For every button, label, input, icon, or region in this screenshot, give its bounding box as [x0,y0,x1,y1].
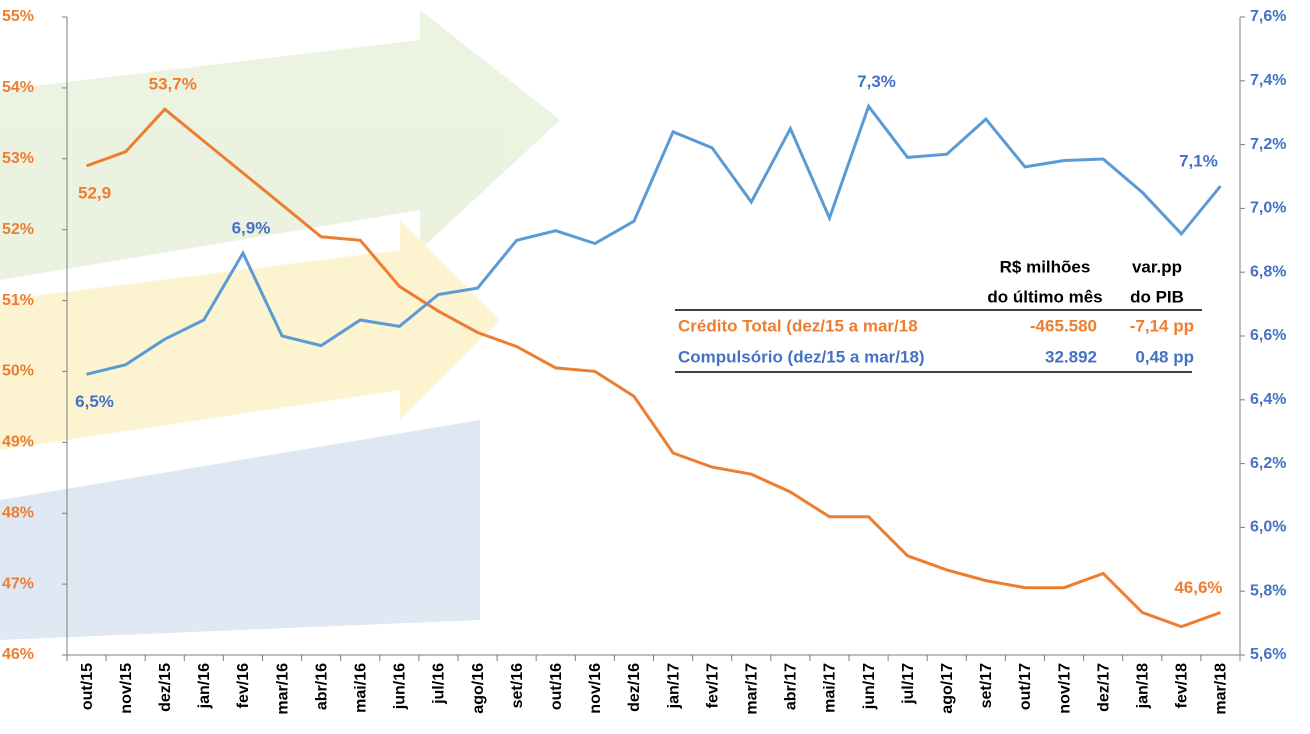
chart: 46% 47% 48% 49% 50% 51% 52% 53% 54% 55% 5,6% 5,8% 6,… [0,0,1310,734]
x-tick-label: set/16 [509,663,526,708]
y-tick-label: 55% [2,8,34,25]
table-header: do PIB [1130,287,1184,306]
y2-tick-label: 5,8% [1250,582,1286,599]
table-cell: 0,48 pp [1135,347,1194,366]
x-tick-label: jan/18 [1134,663,1151,709]
x-tick-label: mar/17 [743,663,760,715]
table-header: do último mês [987,287,1102,306]
x-tick-label: jun/17 [861,663,878,710]
x-tick-label: fev/18 [1174,663,1191,708]
data-label: 7,3% [857,72,896,91]
y2-tick-label: 6,6% [1250,327,1286,344]
x-tick-label: out/16 [548,663,565,710]
x-tick-label: set/17 [978,663,995,708]
y2-tick-label: 7,0% [1250,200,1286,217]
x-tick-label: ago/16 [470,663,487,714]
y2-tick-label: 6,2% [1250,455,1286,472]
y-tick-label: 47% [2,575,34,592]
y-tick-label: 53% [2,150,34,167]
x-tick-label: dez/15 [157,663,174,712]
x-tick-label: jan/17 [665,663,682,709]
y-tick-label: 54% [2,79,34,96]
x-tick-label: mai/16 [352,663,369,713]
x-tick-label: out/17 [1017,663,1034,710]
y2-tick-label: 5,6% [1250,646,1286,663]
table-header: var.pp [1132,257,1182,276]
y-tick-label: 52% [2,221,34,238]
table-cell: 32.892 [1045,347,1097,366]
y-tick-label: 48% [2,504,34,521]
x-tick-label: fev/17 [704,663,721,708]
x-tick-label: mai/17 [822,663,839,713]
data-label: 53,7% [149,75,197,94]
y-tick-label: 46% [2,646,34,663]
y2-tick-label: 6,8% [1250,263,1286,280]
x-tick-label: dez/16 [626,663,643,712]
y2-tick-label: 7,2% [1250,136,1286,153]
x-tick-label: jun/16 [392,663,409,710]
x-tick-label: jul/17 [900,663,917,705]
y2-tick-label: 6,0% [1250,519,1286,536]
table-row-label: Crédito Total (dez/15 a mar/18 [678,316,918,335]
y-tick-label: 51% [2,292,34,309]
x-tick-label: dez/17 [1095,663,1112,712]
x-tick-label: nov/16 [587,663,604,714]
x-tick-label: nov/17 [1056,663,1073,714]
y2-tick-label: 6,4% [1250,391,1286,408]
data-label: 7,1% [1179,152,1218,171]
data-label: 6,5% [75,392,114,411]
x-tick-label: mar/16 [274,663,291,715]
y-tick-label: 49% [2,434,34,451]
table-header: R$ milhões [1000,257,1091,276]
data-label: 52,9 [78,183,111,202]
table-cell: -7,14 pp [1130,316,1194,335]
table-row-label: Compulsório (dez/15 a mar/18) [678,347,925,366]
x-tick-label: nov/15 [118,663,135,714]
background-arrows [0,10,560,640]
data-label: 6,9% [232,219,271,238]
x-tick-label: fev/16 [235,663,252,708]
x-tick-label: ago/17 [939,663,956,714]
x-tick-label: abr/17 [783,663,800,710]
x-tick-label: abr/16 [313,663,330,710]
x-tick-label: out/15 [79,663,96,710]
y2-tick-label: 7,6% [1250,8,1286,25]
x-tick-label: jan/16 [196,663,213,709]
x-tick-label: jul/16 [431,663,448,705]
table-cell: -465.580 [1030,316,1097,335]
y2-tick-label: 7,4% [1250,72,1286,89]
data-label: 46,6% [1174,578,1222,597]
y-tick-label: 50% [2,363,34,380]
x-tick-label: mar/18 [1213,663,1230,715]
